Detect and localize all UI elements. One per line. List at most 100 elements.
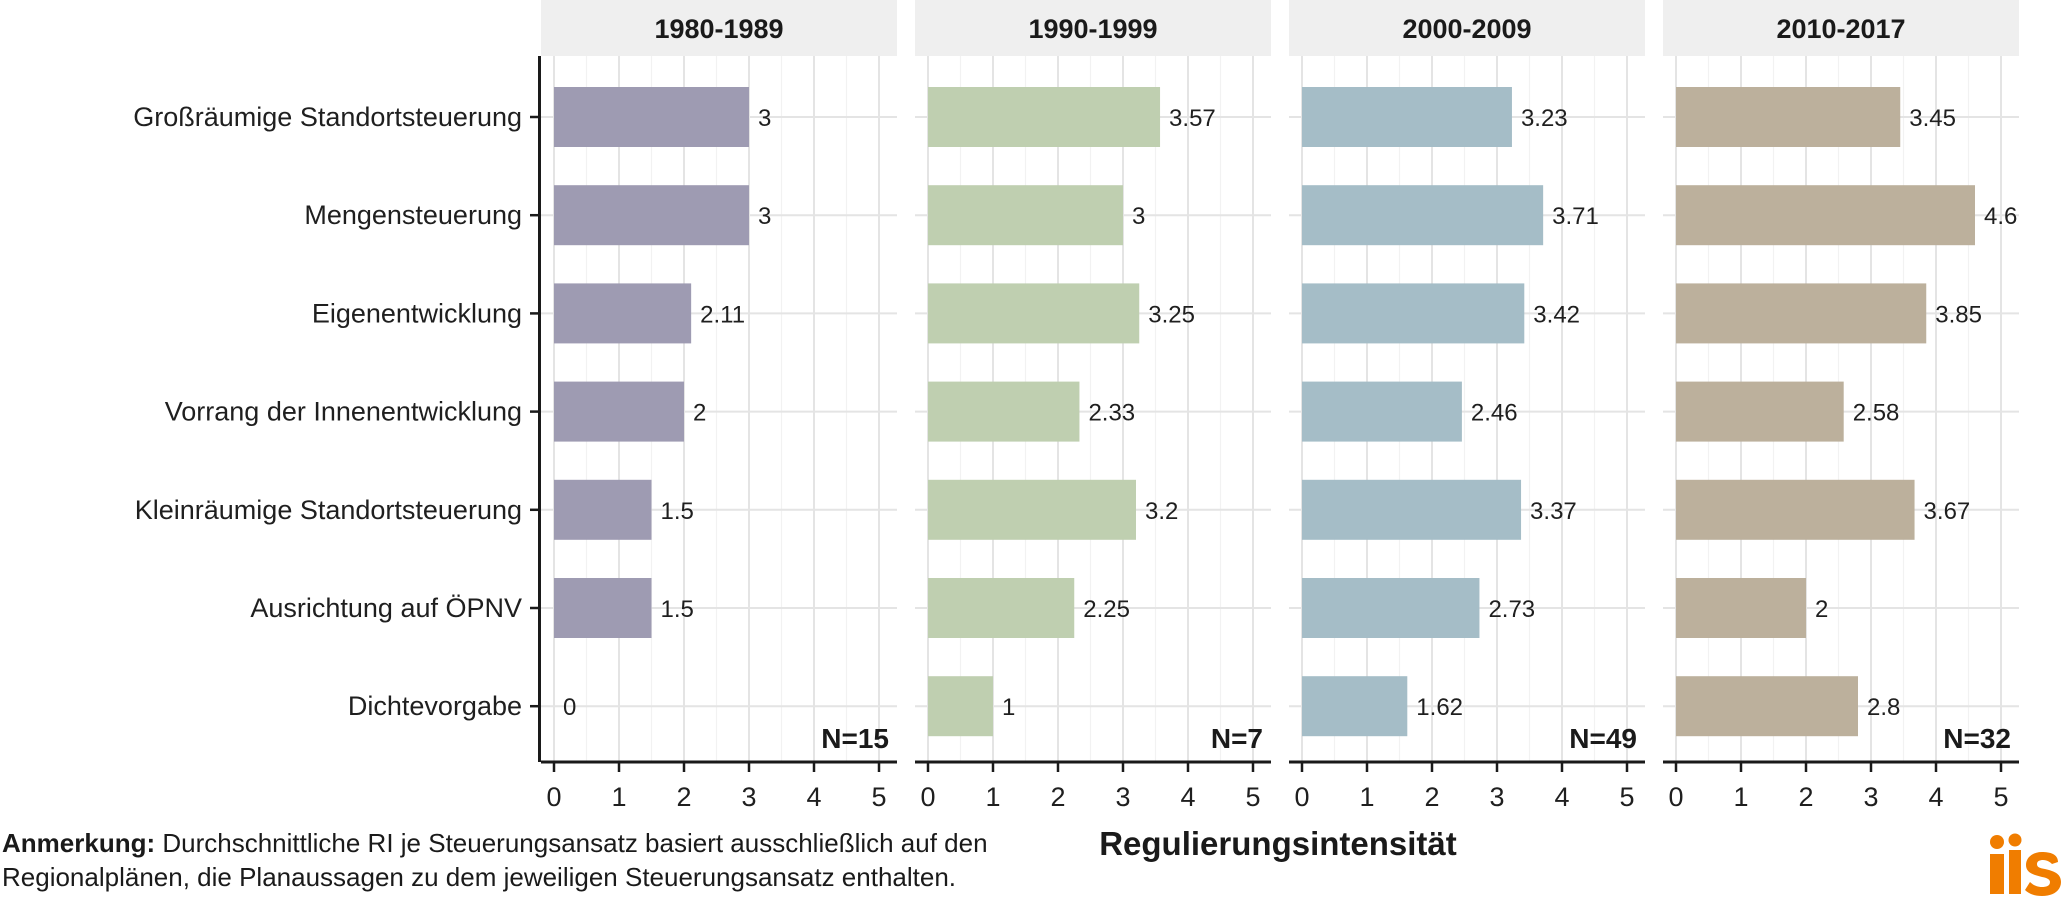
bar <box>554 185 749 246</box>
x-tick-label: 1 <box>1359 782 1374 812</box>
bar <box>1302 479 1522 540</box>
category-label: Eigenentwicklung <box>312 298 522 328</box>
bar-value-label: 3 <box>758 203 771 230</box>
bar-value-label: 3.2 <box>1145 498 1178 525</box>
bar <box>928 381 1080 442</box>
x-axis-title: Regulierungsintensität <box>1099 825 1457 862</box>
x-tick-label: 3 <box>741 782 756 812</box>
bar-value-label: 2.33 <box>1088 400 1135 427</box>
facet-strip <box>1663 0 2019 56</box>
note-line-1: Durchschnittliche RI je Steuerungsansatz… <box>155 828 988 858</box>
bar <box>1676 87 1901 147</box>
bar <box>1302 676 1408 737</box>
x-tick-label: 0 <box>1668 782 1683 812</box>
bar-value-label: 2.73 <box>1488 596 1535 623</box>
bar <box>928 87 1161 147</box>
bar-value-label: 2 <box>1815 596 1828 623</box>
x-tick-label: 4 <box>1180 782 1195 812</box>
bar <box>928 185 1123 246</box>
x-tick-label: 3 <box>1863 782 1878 812</box>
x-tick-label: 5 <box>1993 782 2008 812</box>
bar-value-label: 3 <box>758 105 771 132</box>
bar <box>1676 479 1915 540</box>
facet-strip-label: 1980-1989 <box>654 14 783 44</box>
category-label: Vorrang der Innenentwicklung <box>165 397 522 427</box>
bar <box>928 578 1075 638</box>
bar-value-label: 2.11 <box>700 301 745 328</box>
bar <box>554 87 749 147</box>
bar-value-label: 1 <box>1002 694 1015 721</box>
facet-strip <box>1289 0 1645 56</box>
chart-note: Anmerkung: Durchschnittliche RI je Steue… <box>2 826 1062 894</box>
sample-size-label: N=7 <box>1211 723 1263 754</box>
bar-value-label: 3.25 <box>1148 301 1195 328</box>
x-tick-label: 0 <box>546 782 561 812</box>
x-tick-label: 1 <box>985 782 1000 812</box>
bar-value-label: 3.23 <box>1521 105 1568 132</box>
bar <box>554 283 692 344</box>
x-tick-label: 2 <box>676 782 691 812</box>
x-tick-label: 5 <box>1619 782 1634 812</box>
category-label: Kleinräumige Standortsteuerung <box>135 495 522 525</box>
bar <box>928 676 993 737</box>
bar <box>1302 381 1462 442</box>
bar <box>928 283 1140 344</box>
bar <box>1676 283 1927 344</box>
x-tick-label: 3 <box>1489 782 1504 812</box>
bar-value-label: 2 <box>693 400 706 427</box>
category-label: Mengensteuerung <box>304 200 522 230</box>
bar-value-label: 1.5 <box>661 596 694 623</box>
bar-value-label: 2.25 <box>1083 596 1130 623</box>
bar <box>1302 87 1512 147</box>
bar <box>1302 578 1480 638</box>
bar-value-label: 0 <box>563 694 576 721</box>
x-tick-label: 1 <box>1733 782 1748 812</box>
bar <box>1676 578 1806 638</box>
category-label: Ausrichtung auf ÖPNV <box>250 593 522 623</box>
x-tick-label: 2 <box>1798 782 1813 812</box>
bar-value-label: 3.42 <box>1533 301 1580 328</box>
bar-value-label: 3 <box>1132 203 1145 230</box>
bar-value-label: 2.8 <box>1867 694 1900 721</box>
bar-value-label: 2.58 <box>1853 400 1900 427</box>
sample-size-label: N=15 <box>821 723 889 754</box>
bar-value-label: 1.62 <box>1416 694 1463 721</box>
bar <box>1302 283 1525 344</box>
bar <box>1676 676 1858 737</box>
sample-size-label: N=49 <box>1569 723 1637 754</box>
facet-strip-label: 2010-2017 <box>1776 14 1905 44</box>
bar-value-label: 3.67 <box>1924 498 1971 525</box>
category-label: Großräumige Standortsteuerung <box>133 102 522 132</box>
bar <box>928 479 1136 540</box>
facet-strip <box>541 0 897 56</box>
note-line-2: Regionalplänen, die Planaussagen zu dem … <box>2 862 957 892</box>
facet-strip <box>915 0 1271 56</box>
facet-strip-label: 1990-1999 <box>1028 14 1157 44</box>
bar <box>1676 381 1844 442</box>
bar <box>554 381 684 442</box>
bar-value-label: 4.6 <box>1984 203 2017 230</box>
x-tick-label: 5 <box>871 782 886 812</box>
bar <box>554 479 652 540</box>
facet-strip-label: 2000-2009 <box>1402 14 1531 44</box>
x-tick-label: 1 <box>611 782 626 812</box>
sample-size-label: N=32 <box>1943 723 2011 754</box>
x-tick-label: 2 <box>1050 782 1065 812</box>
bar-value-label: 3.45 <box>1909 105 1956 132</box>
x-tick-label: 3 <box>1115 782 1130 812</box>
category-label: Dichtevorgabe <box>348 691 522 721</box>
bar-value-label: 3.37 <box>1530 498 1577 525</box>
bar <box>1676 185 1975 246</box>
bar-value-label: 1.5 <box>661 498 694 525</box>
note-label: Anmerkung: <box>2 828 156 858</box>
x-tick-label: 2 <box>1424 782 1439 812</box>
x-tick-label: 4 <box>1928 782 1943 812</box>
x-tick-label: 4 <box>1554 782 1569 812</box>
x-tick-label: 0 <box>920 782 935 812</box>
bar <box>554 578 652 638</box>
ils-logo-icon <box>1990 833 2061 896</box>
bar <box>1302 185 1544 246</box>
bar-value-label: 2.46 <box>1471 400 1518 427</box>
x-tick-label: 5 <box>1245 782 1260 812</box>
